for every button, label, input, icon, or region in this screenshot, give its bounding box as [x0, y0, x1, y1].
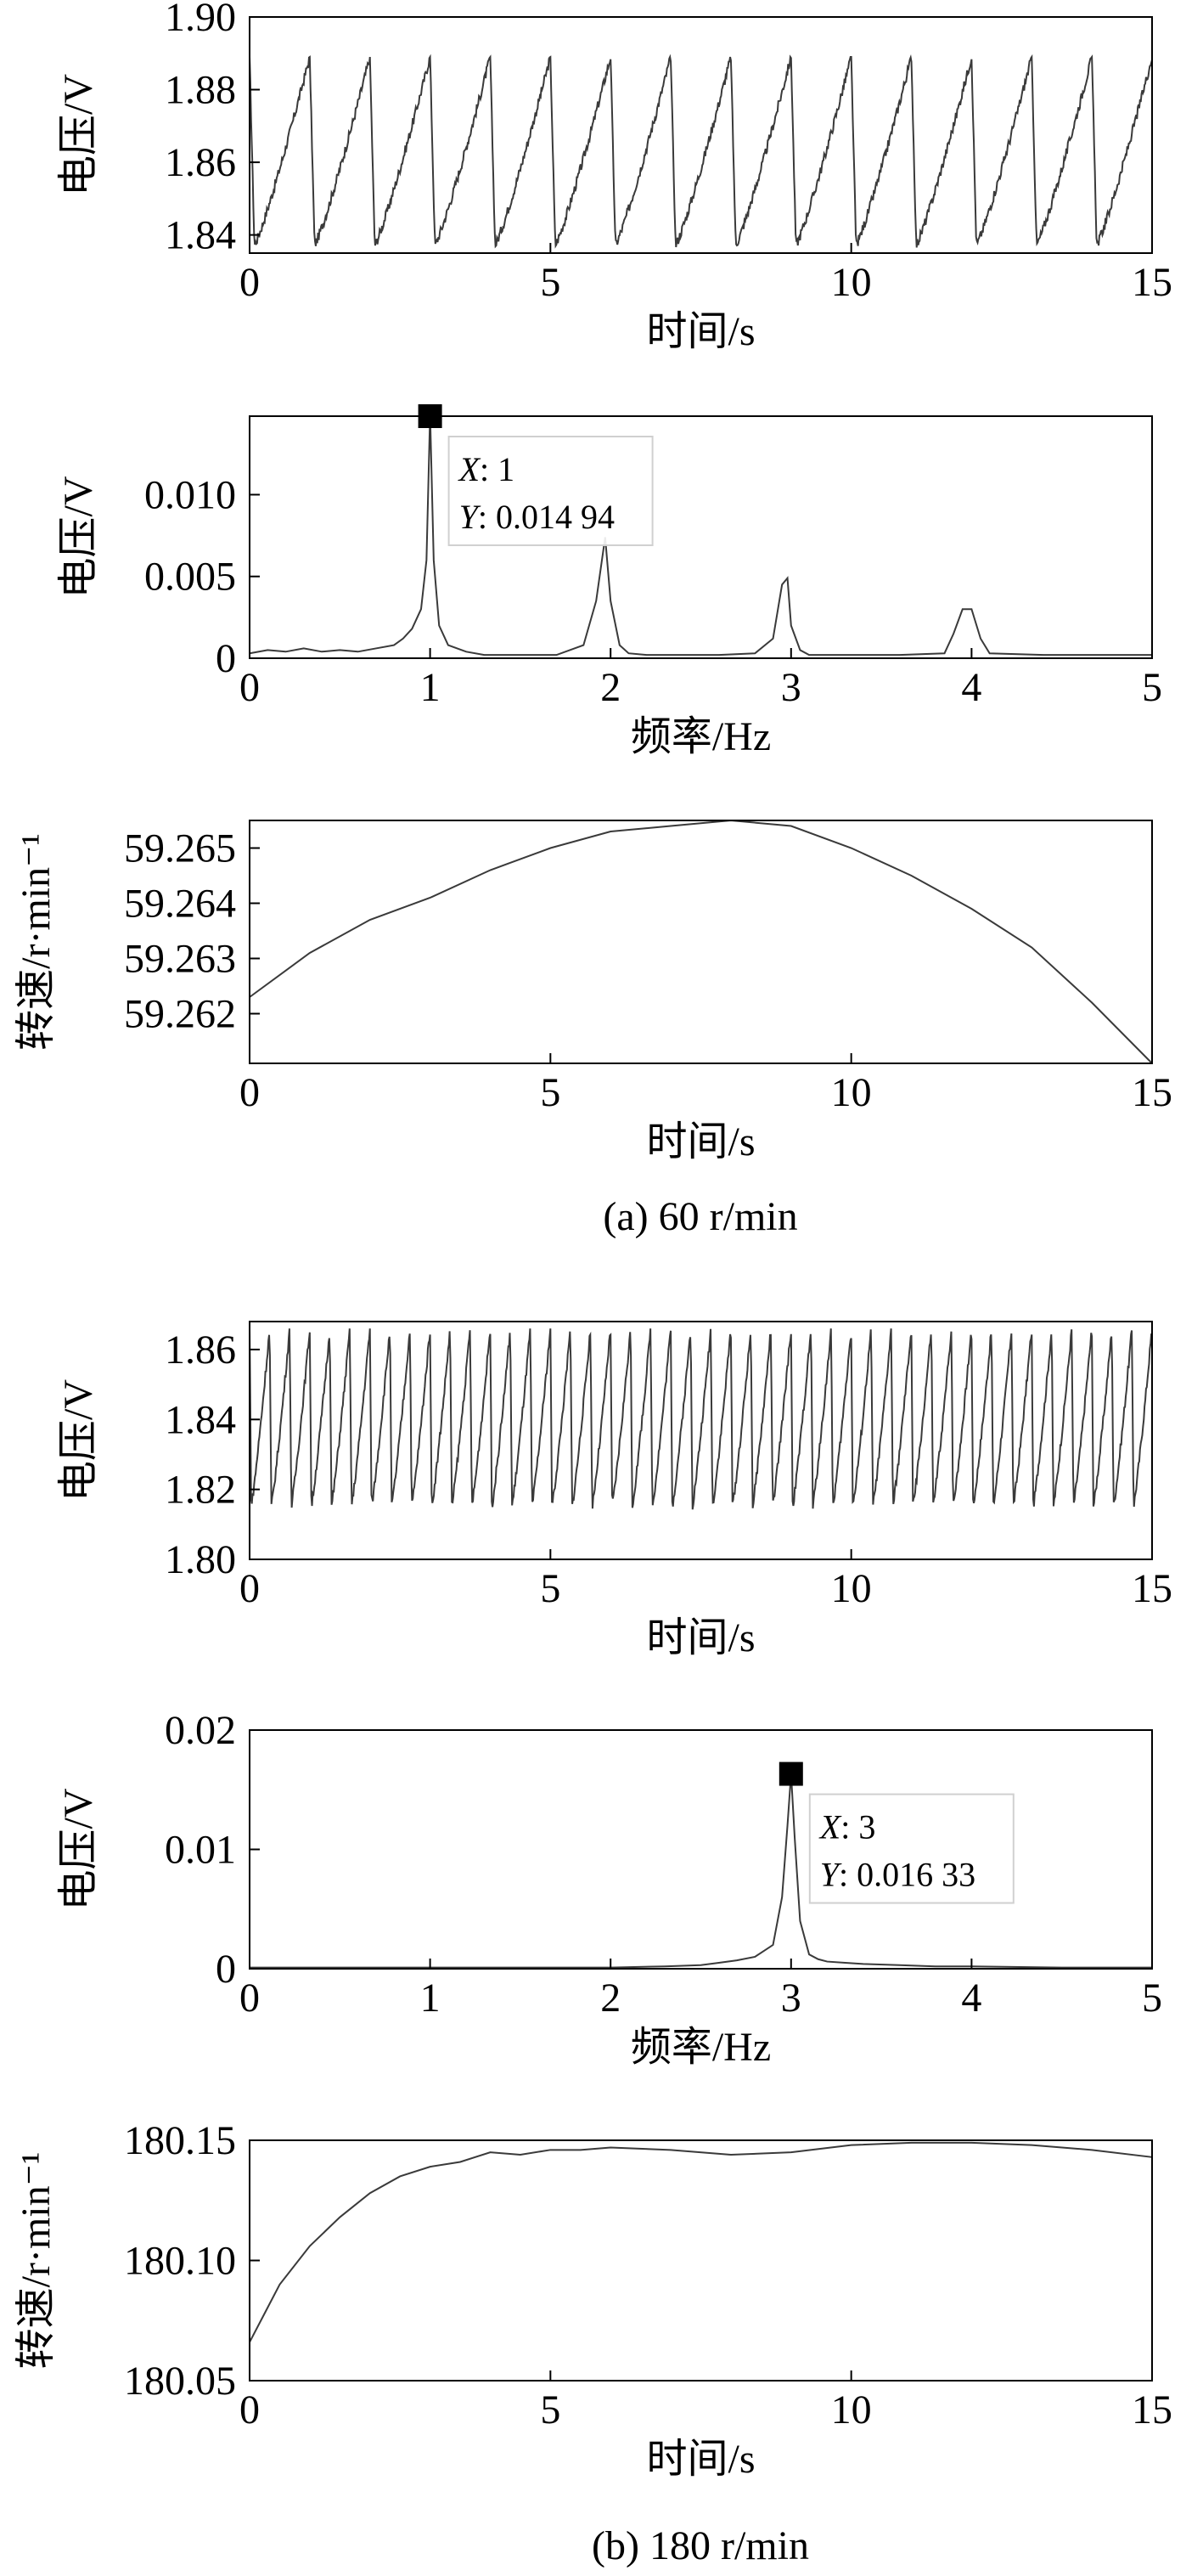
x-tick-label: 3 — [781, 665, 801, 710]
x-axis-label: 时间/s — [646, 1119, 755, 1164]
axes-frame — [249, 415, 1153, 659]
x-tick-label: 0 — [239, 1070, 260, 1115]
y-tick-label: 180.15 — [124, 2118, 236, 2163]
series-line — [249, 54, 1153, 249]
x-axis-label: 时间/s — [646, 1615, 755, 1660]
x-tick-label: 2 — [600, 1976, 621, 2021]
y-tick-label: 0.02 — [165, 1708, 236, 1753]
x-tick-label: 1 — [420, 1976, 441, 2021]
x-tick-label: 10 — [831, 260, 872, 305]
x-axis-label: 时间/s — [646, 2437, 755, 2482]
x-axis-label: 频率/Hz — [631, 714, 771, 759]
x-tick-label: 0 — [239, 1566, 260, 1611]
y-tick-label: 0 — [216, 1947, 236, 1992]
series-line — [249, 414, 1152, 657]
x-tick-label: 5 — [1142, 665, 1162, 710]
y-tick-label: 0.01 — [165, 1828, 236, 1873]
x-tick-label: 10 — [831, 2387, 872, 2432]
chart-panel-a1: 0 5 10 15 1.84 1.86 1.88 1.90 时间/s 电压/V — [56, 0, 1172, 354]
y-axis-label: 电压/V — [56, 1788, 101, 1910]
x-tick-label: 15 — [1132, 260, 1172, 305]
y-axis-label: 转速/r·min⁻¹ — [14, 2152, 59, 2370]
x-tick-label: 15 — [1132, 2387, 1172, 2432]
y-tick-label: 1.84 — [165, 1397, 236, 1442]
x-tick-label: 5 — [540, 1566, 560, 1611]
datatip-box — [808, 1793, 1015, 1904]
axes-frame — [249, 820, 1153, 1064]
series-line — [249, 1328, 1153, 1510]
x-tick-label: 5 — [540, 2387, 560, 2432]
datatip-marker — [418, 404, 442, 428]
y-tick-label: 180.05 — [124, 2359, 236, 2404]
y-tick-label: 1.84 — [165, 213, 236, 258]
series-line — [249, 2141, 1153, 2343]
y-tick-label: 59.263 — [124, 937, 236, 982]
y-tick-label: 59.265 — [124, 826, 236, 871]
x-tick-label: 10 — [831, 1566, 872, 1611]
x-tick-label: 0 — [239, 2387, 260, 2432]
y-tick-label: 180.10 — [124, 2239, 236, 2284]
x-tick-label: 4 — [961, 1976, 981, 2021]
y-tick-label: 1.86 — [165, 140, 236, 185]
y-axis-label: 电压/V — [56, 1379, 101, 1502]
figure-caption: (b) 180 r/min — [592, 2523, 809, 2568]
datatip-marker — [779, 1761, 803, 1786]
x-tick-label: 3 — [781, 1976, 801, 2021]
chart-panel-b3: 0 5 10 15 180.05 180.10 180.15 时间/s 转速/r·min⁻¹ — [14, 2118, 1172, 2482]
y-axis-label: 电压/V — [56, 476, 101, 598]
x-tick-label: 0 — [239, 665, 260, 710]
x-axis-label: 频率/Hz — [631, 2025, 771, 2070]
x-tick-label: 0 — [239, 1976, 260, 2021]
axes-frame — [249, 16, 1153, 254]
datatip-x-text: X: 1 — [458, 450, 515, 488]
series-line — [250, 1773, 1152, 1969]
y-tick-label: 59.262 — [124, 992, 236, 1037]
y-tick-label: 0.010 — [144, 472, 236, 517]
x-tick-label: 10 — [831, 1070, 872, 1115]
x-tick-label: 1 — [420, 665, 441, 710]
x-tick-label: 4 — [961, 665, 981, 710]
x-tick-label: 5 — [540, 260, 560, 305]
chart-panel-a3: 0 5 10 15 59.262 59.263 59.264 59.265 时间/s 转速/r·m… — [14, 819, 1172, 1164]
series-line — [249, 819, 1153, 1064]
x-tick-label: 2 — [600, 665, 621, 710]
datatip-box — [447, 436, 654, 546]
y-tick-label: 1.88 — [165, 68, 236, 113]
y-axis-label: 转速/r·min⁻¹ — [14, 833, 59, 1051]
y-axis-label: 电压/V — [56, 74, 101, 196]
axes-frame — [249, 1729, 1153, 1970]
datatip-y-text: Y: 0.016 33 — [820, 1856, 975, 1894]
x-axis-label: 时间/s — [646, 309, 755, 354]
x-tick-label: 5 — [1142, 1976, 1162, 2021]
chart-panel-b2: 0 1 2 3 4 5 0 0.01 0.02 频率/Hz 电压/V X: 3 Y: 0.016 33 — [56, 1708, 1162, 2070]
y-tick-label: 1.90 — [165, 0, 236, 40]
x-tick-label: 0 — [239, 260, 260, 305]
chart-panel-b1: 0 5 10 15 1.80 1.82 1.84 1.86 时间/s 电压/V — [56, 1321, 1172, 1660]
y-tick-label: 1.82 — [165, 1468, 236, 1513]
x-tick-label: 5 — [540, 1070, 560, 1115]
y-tick-label: 1.80 — [165, 1537, 236, 1582]
axes-frame — [249, 1321, 1153, 1560]
datatip-y-text: Y: 0.014 94 — [459, 498, 615, 536]
y-tick-label: 0.005 — [144, 555, 236, 600]
datatip-x-text: X: 3 — [818, 1808, 876, 1846]
x-tick-label: 15 — [1132, 1070, 1172, 1115]
figure-caption: (a) 60 r/min — [603, 1194, 797, 1239]
chart-panel-a2: 0 1 2 3 4 5 0 0.005 0.010 频率/Hz 电压/V X: 1 Y: 0.014 9… — [56, 404, 1162, 759]
y-tick-label: 0 — [216, 636, 236, 681]
y-tick-label: 1.86 — [165, 1327, 236, 1373]
y-tick-label: 59.264 — [124, 882, 236, 927]
axes-frame — [249, 2139, 1153, 2382]
x-tick-label: 15 — [1132, 1566, 1172, 1611]
